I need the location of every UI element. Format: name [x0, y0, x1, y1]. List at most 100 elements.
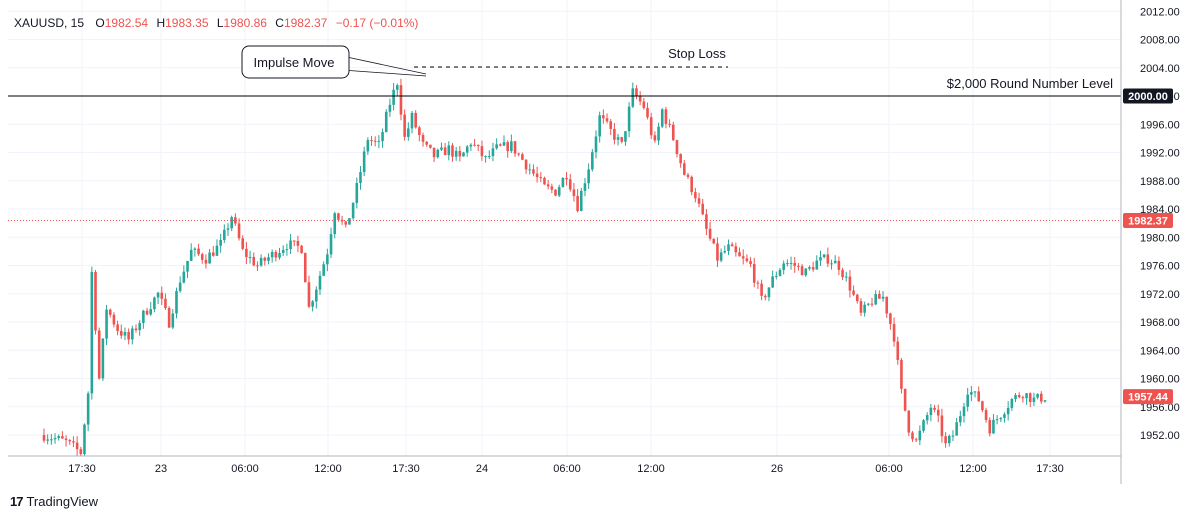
candle	[440, 142, 443, 152]
candle-body	[326, 254, 329, 265]
candle-body	[348, 218, 351, 225]
candle	[624, 131, 627, 146]
candle	[105, 304, 108, 346]
candle	[138, 320, 141, 336]
round-level-label: $2,000 Round Number Level	[947, 76, 1113, 91]
candle	[443, 143, 447, 156]
candle	[863, 301, 866, 317]
x-tick-label: 12:00	[959, 463, 987, 475]
candle-body	[988, 419, 992, 434]
candle-body	[602, 115, 605, 119]
candle	[760, 279, 763, 301]
candle-body	[653, 135, 657, 141]
candle	[230, 215, 233, 232]
candle-body	[900, 359, 903, 389]
candle-body	[885, 296, 889, 314]
candle-body	[730, 244, 734, 247]
candle	[837, 256, 841, 276]
candle-body	[83, 424, 86, 455]
candle-body	[171, 313, 175, 328]
candle-body	[377, 141, 381, 143]
candle-body	[340, 219, 344, 222]
y-tick-label: 1964.00	[1140, 345, 1180, 357]
candle	[465, 144, 469, 157]
candle	[234, 213, 237, 226]
candle-body	[694, 192, 697, 199]
candle-body	[119, 330, 123, 336]
candle-body	[1043, 400, 1047, 402]
candle	[598, 111, 601, 143]
candle	[300, 244, 303, 254]
candle-body	[252, 256, 256, 266]
callout-pointer-lower	[341, 69, 427, 77]
candle-body	[476, 144, 480, 147]
candle	[215, 239, 219, 257]
candle	[315, 286, 318, 309]
candle	[75, 436, 79, 456]
callout-text: Impulse Move	[254, 55, 335, 70]
candle	[576, 188, 579, 213]
candle-body	[962, 406, 966, 417]
candle	[42, 428, 46, 443]
x-axis-labels[interactable]: 17:30 23 06:00 12:00 17:30 24 06:00 12:00 26 06:0…	[68, 463, 1064, 475]
candle-body	[638, 96, 642, 102]
candle-body	[197, 248, 200, 255]
candle	[918, 425, 922, 446]
candle-body	[344, 221, 348, 225]
candle	[947, 434, 951, 447]
candle-body	[436, 149, 440, 158]
candle	[793, 257, 797, 273]
candle-body	[940, 415, 944, 437]
x-tick-label: 17:30	[1036, 463, 1064, 475]
candle-body	[1025, 393, 1028, 399]
candle	[432, 147, 436, 163]
candle	[116, 320, 119, 336]
candle	[999, 417, 1003, 423]
candle	[186, 260, 189, 279]
y-axis-labels[interactable]: 1952.00 1956.00 1960.00 1964.00 1968.00 1972.…	[1140, 6, 1180, 442]
candle	[789, 256, 793, 270]
candle	[429, 144, 432, 149]
candle-body	[539, 177, 543, 179]
candle-body	[892, 323, 896, 342]
candle	[510, 134, 513, 154]
candle	[944, 432, 947, 448]
candle-body	[844, 276, 848, 278]
candle	[68, 439, 72, 445]
candle	[487, 150, 491, 160]
candle-body	[289, 240, 292, 250]
candle-body	[822, 254, 826, 258]
candle	[653, 131, 657, 143]
candle	[61, 431, 64, 439]
candle-body	[576, 195, 579, 211]
candle-body	[605, 118, 609, 122]
candle	[557, 184, 561, 198]
candle	[127, 328, 130, 345]
last-tag-bg	[1123, 213, 1173, 229]
candle-body	[955, 422, 958, 436]
candle	[657, 122, 660, 145]
candle	[907, 410, 911, 437]
candle	[635, 85, 638, 100]
candle	[646, 102, 649, 120]
candle	[270, 249, 274, 263]
candle	[929, 403, 933, 422]
candle	[160, 286, 164, 306]
impulse-move-callout[interactable]: Impulse Move	[241, 45, 427, 79]
candle-body	[142, 310, 145, 324]
candle	[101, 338, 105, 381]
candle-body	[973, 391, 977, 393]
candle	[970, 386, 973, 402]
candle-body	[811, 267, 815, 270]
candle	[388, 98, 392, 117]
candle-body	[90, 271, 94, 394]
y-tick-label: 1972.00	[1140, 289, 1180, 301]
candle	[811, 261, 815, 272]
candle-body	[429, 144, 432, 148]
candle	[694, 187, 697, 203]
candle	[208, 248, 211, 264]
candle-body	[1006, 407, 1010, 415]
tradingview-brand[interactable]: 17 TradingView	[10, 494, 98, 509]
candle-body	[359, 172, 362, 184]
